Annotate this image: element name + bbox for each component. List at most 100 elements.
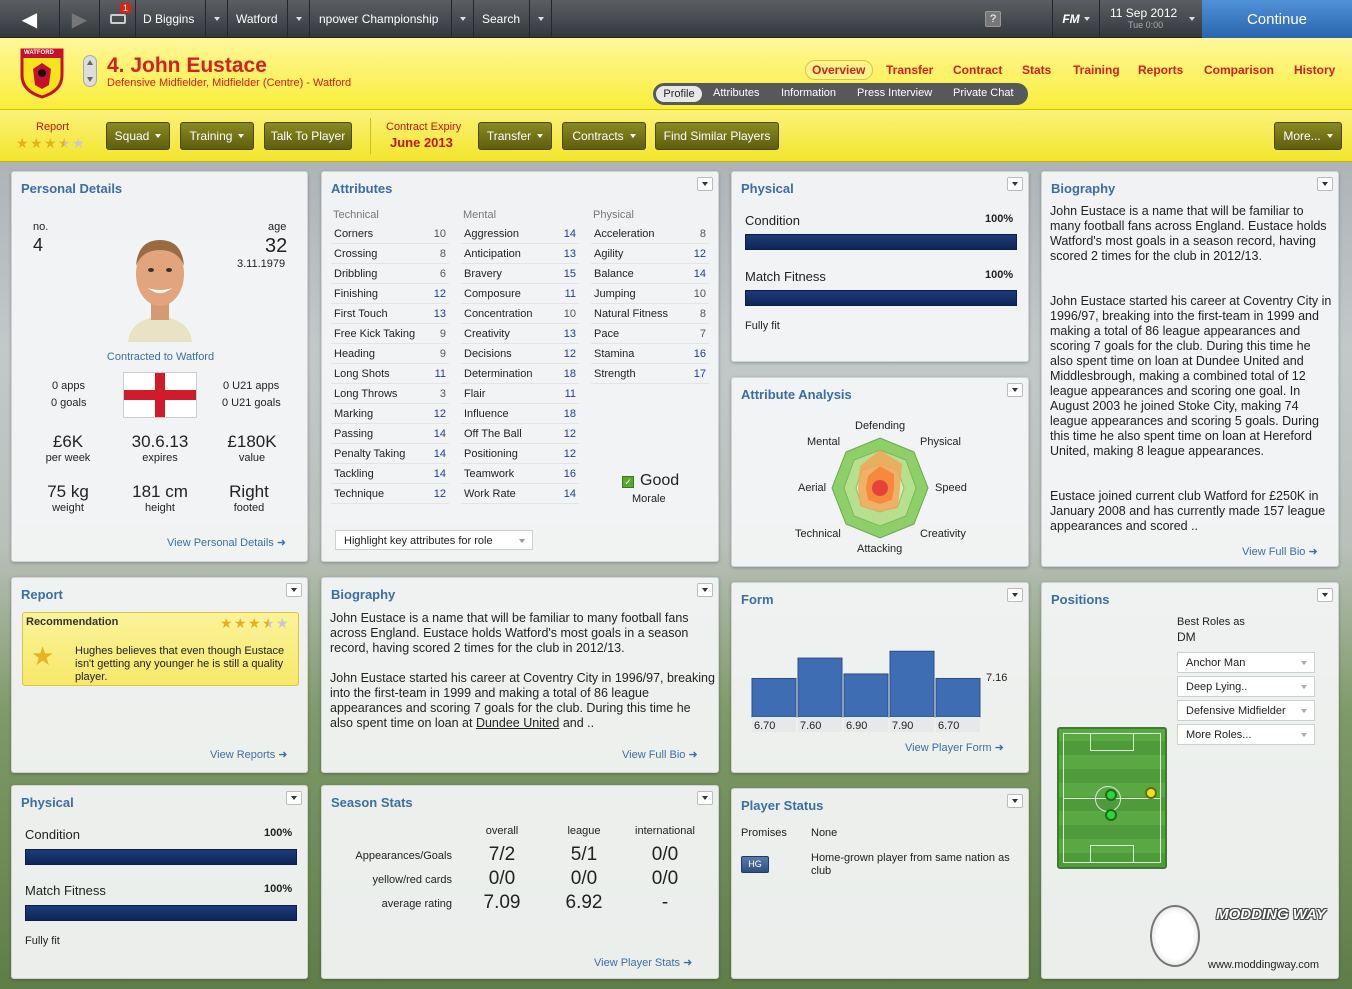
attribute-row[interactable]: Creativity 13	[461, 325, 579, 344]
attribute-row[interactable]: Anticipation 13	[461, 245, 579, 264]
competition-dropdown[interactable]	[452, 0, 474, 38]
tab-reports[interactable]: Reports	[1138, 63, 1184, 77]
form-bar[interactable]	[751, 677, 797, 718]
attribute-row[interactable]: Jumping 10	[591, 285, 709, 304]
attribute-row[interactable]: Free Kick Taking 9	[331, 325, 449, 344]
tab-overview[interactable]: Overview	[812, 63, 866, 77]
role-dropdown[interactable]: Anchor Man	[1177, 652, 1315, 673]
form-bar[interactable]	[889, 650, 935, 718]
attribute-row[interactable]: Crossing 8	[331, 245, 449, 264]
panel-menu-button[interactable]	[286, 791, 302, 805]
attribute-row[interactable]: Dribbling 6	[331, 265, 449, 284]
manager-dropdown[interactable]	[206, 0, 228, 38]
training-button[interactable]: Training	[180, 122, 254, 150]
attribute-row[interactable]: Stamina 16	[591, 345, 709, 364]
attribute-row[interactable]: Long Shots 11	[331, 365, 449, 384]
dundee-united-link[interactable]: Dundee United	[475, 716, 560, 730]
attribute-row[interactable]: Concentration 10	[461, 305, 579, 324]
attribute-row[interactable]: Corners 10	[331, 225, 449, 244]
panel-menu-button[interactable]	[697, 791, 713, 805]
subtab-press-interview[interactable]: Press Interview	[857, 87, 933, 99]
attribute-row[interactable]: Positioning 12	[461, 445, 579, 464]
tab-contract[interactable]: Contract	[953, 63, 1003, 77]
manager-menu[interactable]: D Biggins	[136, 0, 206, 38]
fm-menu[interactable]: FM	[1052, 0, 1100, 38]
attribute-row[interactable]: Technique 12	[331, 485, 449, 504]
club-dropdown[interactable]	[288, 0, 310, 38]
attribute-row[interactable]: Natural Fitness 8	[591, 305, 709, 324]
more-button[interactable]: More...	[1274, 122, 1342, 150]
attribute-row[interactable]: Heading 9	[331, 345, 449, 364]
search-dropdown[interactable]	[530, 0, 552, 38]
attribute-row[interactable]: Tackling 14	[331, 465, 449, 484]
panel-menu-button[interactable]	[1007, 383, 1023, 397]
view-full-bio-mid-link[interactable]: View Full Bio ➜	[622, 748, 698, 761]
tab-training[interactable]: Training	[1073, 63, 1120, 77]
help-button[interactable]: ?	[985, 11, 1001, 27]
view-full-bio-link[interactable]: View Full Bio ➜	[1242, 545, 1318, 558]
attribute-row[interactable]: Determination 18	[461, 365, 579, 384]
form-bar[interactable]	[797, 657, 843, 718]
attribute-row[interactable]: Teamwork 16	[461, 465, 579, 484]
talk-to-player-button[interactable]: Talk To Player	[264, 122, 352, 150]
find-similar-players-button[interactable]: Find Similar Players	[655, 122, 779, 150]
continue-button[interactable]: Continue	[1202, 0, 1352, 38]
panel-menu-button[interactable]	[697, 177, 713, 191]
attribute-row[interactable]: Composure 11	[461, 285, 579, 304]
subtab-private-chat[interactable]: Private Chat	[953, 87, 1014, 99]
attribute-row[interactable]: Influence 18	[461, 405, 579, 424]
view-player-form-link[interactable]: View Player Form ➜	[905, 741, 1004, 754]
attribute-row[interactable]: Strength 17	[591, 365, 709, 384]
role-dropdown[interactable]: Deep Lying..	[1177, 676, 1315, 697]
role-dropdown[interactable]: Defensive Midfielder	[1177, 700, 1315, 721]
role-dropdown[interactable]: More Roles...	[1177, 724, 1315, 745]
inbox-button[interactable]: 1	[100, 0, 136, 38]
attribute-row[interactable]: Off The Ball 12	[461, 425, 579, 444]
tab-stats[interactable]: Stats	[1022, 63, 1052, 77]
view-personal-details-link[interactable]: View Personal Details ➜	[167, 536, 286, 549]
attribute-row[interactable]: Marking 12	[331, 405, 449, 424]
tab-history[interactable]: History	[1294, 63, 1336, 77]
transfer-button[interactable]: Transfer	[478, 122, 552, 150]
player-scroller[interactable]	[83, 55, 97, 87]
attribute-row[interactable]: Flair 11	[461, 385, 579, 404]
subtab-profile[interactable]: Profile	[656, 86, 702, 102]
view-player-stats-link[interactable]: View Player Stats ➜	[594, 956, 692, 969]
competition-menu[interactable]: npower Championship	[310, 0, 452, 38]
attribute-row[interactable]: Bravery 15	[461, 265, 579, 284]
panel-menu-button[interactable]	[1007, 177, 1023, 191]
subtab-attributes[interactable]: Attributes	[713, 87, 760, 99]
contracts-button[interactable]: Contracts	[562, 122, 646, 150]
highlight-roles-dropdown[interactable]: Highlight key attributes for role	[335, 530, 533, 550]
squad-button[interactable]: Squad	[106, 122, 170, 150]
form-bar[interactable]	[843, 673, 889, 718]
attribute-row[interactable]: Work Rate 14	[461, 485, 579, 504]
tab-transfer[interactable]: Transfer	[886, 63, 934, 77]
panel-menu-button[interactable]	[1317, 588, 1333, 602]
attribute-row[interactable]: Finishing 12	[331, 285, 449, 304]
attribute-row[interactable]: First Touch 13	[331, 305, 449, 324]
attribute-row[interactable]: Balance 14	[591, 265, 709, 284]
tab-comparison[interactable]: Comparison	[1204, 63, 1275, 77]
form-bar[interactable]	[935, 677, 981, 718]
panel-menu-button[interactable]	[697, 583, 713, 597]
panel-menu-button[interactable]	[1317, 177, 1333, 191]
attribute-row[interactable]: Agility 12	[591, 245, 709, 264]
attribute-row[interactable]: Acceleration 8	[591, 225, 709, 244]
attribute-row[interactable]: Aggression 14	[461, 225, 579, 244]
club-menu[interactable]: Watford	[228, 0, 288, 38]
attribute-row[interactable]: Penalty Taking 14	[331, 445, 449, 464]
attribute-row[interactable]: Pace 7	[591, 325, 709, 344]
game-date[interactable]: 11 Sep 2012 Tue 0:00	[1110, 6, 1177, 30]
view-reports-link[interactable]: View Reports ➜	[210, 748, 288, 761]
back-button[interactable]: ◀	[0, 0, 60, 38]
forward-button[interactable]: ▶	[60, 0, 100, 38]
attribute-row[interactable]: Passing 14	[331, 425, 449, 444]
subtab-information[interactable]: Information	[781, 87, 837, 99]
panel-menu-button[interactable]	[1007, 588, 1023, 602]
attribute-row[interactable]: Decisions 12	[461, 345, 579, 364]
panel-menu-button[interactable]	[1007, 794, 1023, 808]
search-menu[interactable]: Search	[474, 0, 530, 38]
panel-menu-button[interactable]	[286, 583, 302, 597]
attribute-row[interactable]: Long Throws 3	[331, 385, 449, 404]
